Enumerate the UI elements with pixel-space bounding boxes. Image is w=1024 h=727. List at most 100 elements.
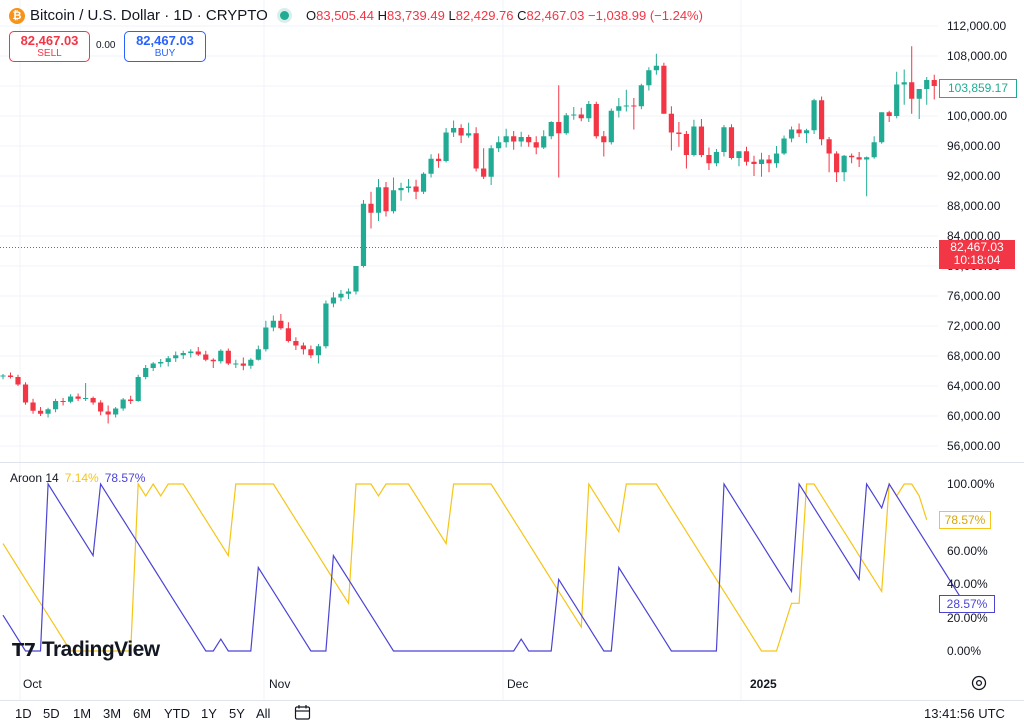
range-1d[interactable]: 1D [15, 706, 32, 721]
candle-body [218, 350, 224, 362]
candle [646, 67, 652, 91]
candle [548, 121, 554, 140]
aroon-up-line [2, 482, 928, 652]
candle-body [616, 106, 622, 111]
candle-body [451, 128, 457, 133]
candle-body [428, 158, 434, 174]
candle [173, 351, 179, 362]
candle [390, 177, 397, 214]
candle-body [894, 84, 900, 116]
candle-body [90, 398, 96, 403]
chart-canvas[interactable] [0, 0, 1024, 700]
aroon-tick-label: 40.00% [947, 577, 988, 592]
candle [766, 155, 772, 173]
price-tick-label: 60,000.00 [947, 409, 1001, 423]
candle-body [849, 155, 855, 158]
tradingview-logo[interactable]: 𝗧𝟳 TradingView [12, 638, 160, 662]
symbol-title[interactable]: Bitcoin / U.S. Dollar · 1D · CRYPTO [30, 7, 268, 24]
candle [879, 112, 885, 144]
candle [668, 106, 674, 151]
candle [593, 101, 599, 139]
candle-body [803, 130, 810, 134]
candle [803, 128, 810, 143]
candle [150, 362, 156, 371]
candle-body [481, 168, 487, 177]
candle-body [173, 355, 179, 359]
close-label: C [517, 8, 527, 23]
chart-header: ₿ Bitcoin / U.S. Dollar · 1D · CRYPTO O8… [0, 0, 1024, 32]
range-1y[interactable]: 1Y [201, 706, 217, 721]
range-5d[interactable]: 5D [43, 706, 60, 721]
candle-body [758, 159, 765, 164]
candle [165, 356, 171, 367]
low-value: 82,429.76 [455, 8, 514, 23]
ohlc-readout: O83,505.44 H83,739.49 L82,429.76 C82,467… [306, 8, 703, 23]
candle [481, 148, 487, 179]
candle-body [533, 142, 539, 148]
candle-body [143, 368, 149, 377]
candle [255, 345, 261, 361]
buy-button[interactable]: 82,467.03 BUY [124, 31, 206, 62]
candle-body [435, 158, 442, 161]
spread-value: 0.00 [96, 40, 116, 51]
candle-body [83, 398, 89, 399]
candle [773, 146, 780, 168]
candle-body [413, 186, 419, 192]
low-label: L [448, 8, 456, 23]
utc-clock[interactable]: 13:41:56 UTC [924, 706, 1005, 721]
bottom-toolbar [0, 700, 1024, 727]
candle [308, 345, 314, 359]
candle-body [390, 190, 397, 212]
candle [571, 107, 577, 120]
candle [503, 128, 509, 148]
candle-body [255, 349, 261, 360]
settings-gear-icon[interactable] [970, 674, 988, 692]
calendar-range-icon[interactable] [294, 704, 311, 721]
last-price-value: 82,467.03 [950, 240, 1004, 254]
candle [488, 145, 494, 185]
bitcoin-icon[interactable]: ₿ [9, 8, 25, 24]
range-6m[interactable]: 6M [133, 706, 152, 721]
candle [541, 130, 547, 149]
candle [300, 342, 306, 355]
candle [120, 398, 126, 411]
candle-body [150, 363, 156, 368]
candle [398, 182, 404, 201]
candle-body [931, 80, 937, 86]
candle-body [158, 362, 164, 364]
range-5y[interactable]: 5Y [229, 706, 245, 721]
candle [383, 182, 389, 217]
candle [706, 147, 712, 170]
candle [818, 96, 825, 146]
candle [113, 407, 119, 418]
price-tick-label: 96,000.00 [947, 139, 1001, 153]
market-status-icon[interactable] [280, 11, 289, 20]
candle [661, 62, 667, 114]
candle-body [0, 375, 6, 377]
sell-button[interactable]: 82,467.03 SELL [9, 31, 90, 62]
pane-separator[interactable] [0, 462, 1024, 463]
candle [105, 405, 111, 424]
candle-body [601, 136, 607, 143]
candle [98, 400, 104, 416]
candle-body [120, 399, 126, 409]
change-value: −1,038.99 (−1.24%) [588, 8, 703, 23]
candle [616, 98, 622, 118]
candle-body [909, 82, 915, 99]
candle [233, 359, 239, 368]
candle-body [743, 151, 750, 162]
candle-body [300, 345, 306, 350]
candle [758, 152, 765, 177]
candle-body [886, 112, 892, 116]
candle [315, 344, 322, 364]
price-tick-label: 92,000.00 [947, 169, 1001, 183]
range-1m[interactable]: 1M [73, 706, 92, 721]
range-ytd[interactable]: YTD [164, 706, 190, 721]
candle-body [488, 148, 494, 177]
candle-body [781, 138, 787, 154]
range-all[interactable]: All [256, 706, 271, 721]
candle [413, 179, 419, 200]
range-3m[interactable]: 3M [103, 706, 122, 721]
aroon-legend[interactable]: Aroon 14 7.14% 78.57% [10, 471, 145, 485]
candle-body [721, 127, 727, 152]
